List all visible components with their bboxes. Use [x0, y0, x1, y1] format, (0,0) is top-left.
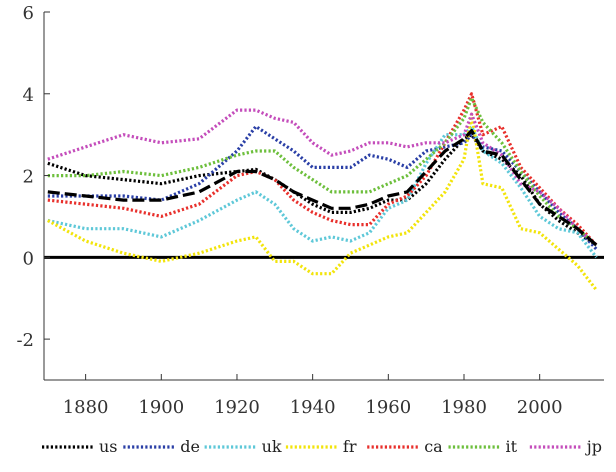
legend-item-jp: jp: [529, 437, 602, 456]
legend-item-it: it: [448, 437, 518, 456]
series-line-uk: [47, 124, 598, 259]
legend-label: de: [180, 437, 200, 456]
legend: us de uk fr ca it jp: [42, 437, 602, 456]
y-tick-label: 0: [23, 248, 34, 269]
legend-item-de: de: [123, 437, 200, 456]
axis-layer: -2 0 2 4 6 1880 1900 1920 1940 1960 1980 2000: [16, 3, 604, 418]
legend-label: fr: [343, 437, 357, 456]
x-tick-label: 1920: [214, 397, 260, 418]
series-line-ca: [47, 92, 598, 247]
legend-item-uk: uk: [204, 437, 282, 456]
series-line-de: [47, 124, 598, 251]
x-tick-label: 1980: [441, 397, 487, 418]
series-line-dashed-7: [47, 129, 598, 247]
y-tick-label: 2: [23, 167, 34, 188]
legend-label: us: [99, 437, 118, 456]
legend-item-ca: ca: [367, 437, 443, 456]
legend-label: it: [506, 437, 518, 456]
series-line-it: [47, 96, 598, 247]
series-line-fr: [47, 112, 598, 291]
legend-label: ca: [424, 437, 443, 456]
x-tick-label: 1960: [365, 397, 411, 418]
legend-item-fr: fr: [285, 437, 357, 456]
x-tick-label: 1900: [138, 397, 184, 418]
y-tick-label: -2: [16, 330, 34, 351]
series-line-jp: [47, 108, 598, 247]
legend-label: jp: [585, 437, 602, 456]
series-layer: [47, 92, 598, 291]
y-tick-label: 6: [23, 3, 34, 24]
x-tick-label: 1880: [63, 397, 109, 418]
x-tick-label: 1940: [290, 397, 336, 418]
legend-label: uk: [262, 437, 282, 456]
legend-item-us: us: [42, 437, 118, 456]
y-tick-label: 4: [23, 85, 34, 106]
x-tick-label: 2000: [517, 397, 563, 418]
